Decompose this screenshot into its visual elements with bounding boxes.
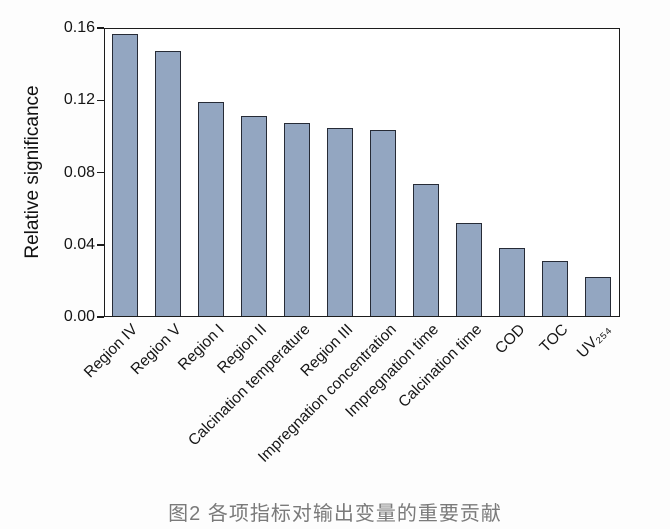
x-tick-label: Region IV — [81, 321, 142, 382]
bar-4 — [240, 115, 268, 316]
y-tick-label: 0.16 — [63, 19, 95, 36]
y-tick-mark — [97, 99, 104, 101]
bar-11 — [541, 260, 569, 316]
x-tick-label: TOC — [536, 321, 572, 356]
bar-5 — [283, 122, 311, 316]
bar-8 — [412, 183, 440, 316]
x-tick-label: UV₂₅₄ — [574, 321, 615, 362]
bar-6 — [326, 128, 354, 316]
bar-9 — [455, 223, 483, 316]
y-tick-label: 0.04 — [63, 235, 95, 253]
bar-7 — [369, 130, 397, 316]
figure-caption: 图2 各项指标对输出变量的重要贡献 — [168, 503, 502, 525]
y-tick-label: 0.08 — [63, 163, 95, 181]
y-tick-mark — [97, 244, 104, 246]
x-tick-label: COD — [492, 321, 529, 358]
y-tick-label: 0.00 — [63, 308, 95, 325]
y-tick-mark — [97, 316, 104, 318]
bar-12 — [584, 276, 612, 316]
y-tick-label: 0.12 — [63, 91, 95, 109]
y-tick-mark — [97, 27, 104, 29]
bar-2 — [154, 51, 182, 316]
y-tick-mark — [97, 171, 104, 174]
bar-3 — [197, 101, 225, 316]
plot-area — [104, 28, 620, 317]
bar-1 — [111, 33, 139, 316]
bar-10 — [498, 248, 526, 316]
